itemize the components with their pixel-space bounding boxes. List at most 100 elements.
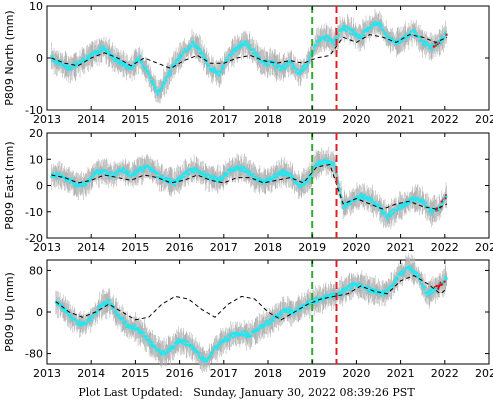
data-point <box>292 64 295 67</box>
data-point <box>375 24 378 27</box>
data-point <box>422 285 425 288</box>
data-point <box>401 206 404 209</box>
data-point <box>348 28 351 31</box>
x-tick-label: 2022 <box>431 241 459 254</box>
data-point <box>434 289 437 292</box>
data-point <box>145 335 148 338</box>
data-point <box>85 183 88 186</box>
data-point <box>368 198 371 201</box>
data-point <box>92 171 95 174</box>
data-point <box>106 302 109 305</box>
data-point <box>106 50 109 53</box>
data-point <box>221 65 224 68</box>
data-point <box>303 63 306 66</box>
data-point <box>116 58 119 61</box>
data-point <box>292 310 295 313</box>
data-point <box>242 165 245 168</box>
data-point <box>188 173 191 176</box>
data-point <box>100 306 103 309</box>
data-point <box>343 28 346 31</box>
data-point <box>159 90 162 93</box>
data-point <box>277 171 280 174</box>
data-point <box>302 183 305 186</box>
data-point <box>197 48 200 51</box>
data-point <box>294 67 297 70</box>
data-point <box>183 175 186 178</box>
data-point <box>174 62 177 65</box>
data-point <box>213 68 216 71</box>
data-point <box>312 50 315 53</box>
data-point <box>378 292 381 295</box>
data-point <box>274 314 277 317</box>
data-point <box>299 309 302 312</box>
data-point <box>53 60 56 63</box>
data-point <box>270 59 273 62</box>
data-point <box>231 332 234 335</box>
data-point <box>249 172 252 175</box>
data-point <box>416 271 419 274</box>
data-point <box>161 84 164 87</box>
data-point <box>252 172 255 175</box>
data-point <box>205 173 208 176</box>
data-point <box>158 176 161 179</box>
data-point <box>51 175 54 178</box>
data-point <box>101 302 104 305</box>
data-point <box>287 174 290 177</box>
x-tick-label: 2021 <box>387 113 415 126</box>
data-point <box>413 198 416 201</box>
data-point <box>400 269 403 272</box>
data-point <box>270 319 273 322</box>
data-point <box>70 314 73 317</box>
data-point <box>290 174 293 177</box>
data-point <box>350 283 353 286</box>
data-point <box>166 177 169 180</box>
data-point <box>199 52 202 55</box>
data-point <box>331 161 334 164</box>
data-point <box>114 171 117 174</box>
data-point <box>439 281 442 284</box>
data-point <box>381 27 384 30</box>
data-point <box>317 160 320 163</box>
data-point <box>354 34 357 37</box>
data-point <box>268 180 271 183</box>
data-point <box>88 180 91 183</box>
data-point <box>440 204 443 207</box>
data-point <box>75 61 78 64</box>
data-point <box>148 168 151 171</box>
data-point <box>151 344 154 347</box>
data-point <box>103 169 106 172</box>
data-point <box>415 274 418 277</box>
data-point <box>210 176 213 179</box>
data-point <box>235 48 238 51</box>
data-point <box>221 67 224 70</box>
data-point <box>148 339 151 342</box>
data-point <box>199 48 202 51</box>
data-point <box>301 66 304 69</box>
data-point <box>295 307 298 310</box>
data-point <box>237 332 240 335</box>
data-point <box>166 351 169 354</box>
data-point <box>420 279 423 282</box>
data-point <box>424 202 427 205</box>
data-point <box>358 36 361 39</box>
data-point <box>434 210 437 213</box>
data-point <box>414 271 417 274</box>
data-point <box>288 61 291 64</box>
data-point <box>198 352 201 355</box>
data-point <box>424 40 427 43</box>
data-point <box>416 276 419 279</box>
data-point <box>271 62 274 65</box>
data-point <box>103 47 106 50</box>
data-point <box>123 322 126 325</box>
data-point <box>445 277 448 280</box>
data-point <box>330 38 333 41</box>
data-point <box>65 64 68 67</box>
data-point <box>108 51 111 54</box>
data-point <box>82 57 85 60</box>
data-point <box>120 61 123 64</box>
data-point <box>271 319 274 322</box>
data-point <box>366 196 369 199</box>
data-point <box>219 179 222 182</box>
data-point <box>362 31 365 34</box>
data-point <box>433 288 436 291</box>
